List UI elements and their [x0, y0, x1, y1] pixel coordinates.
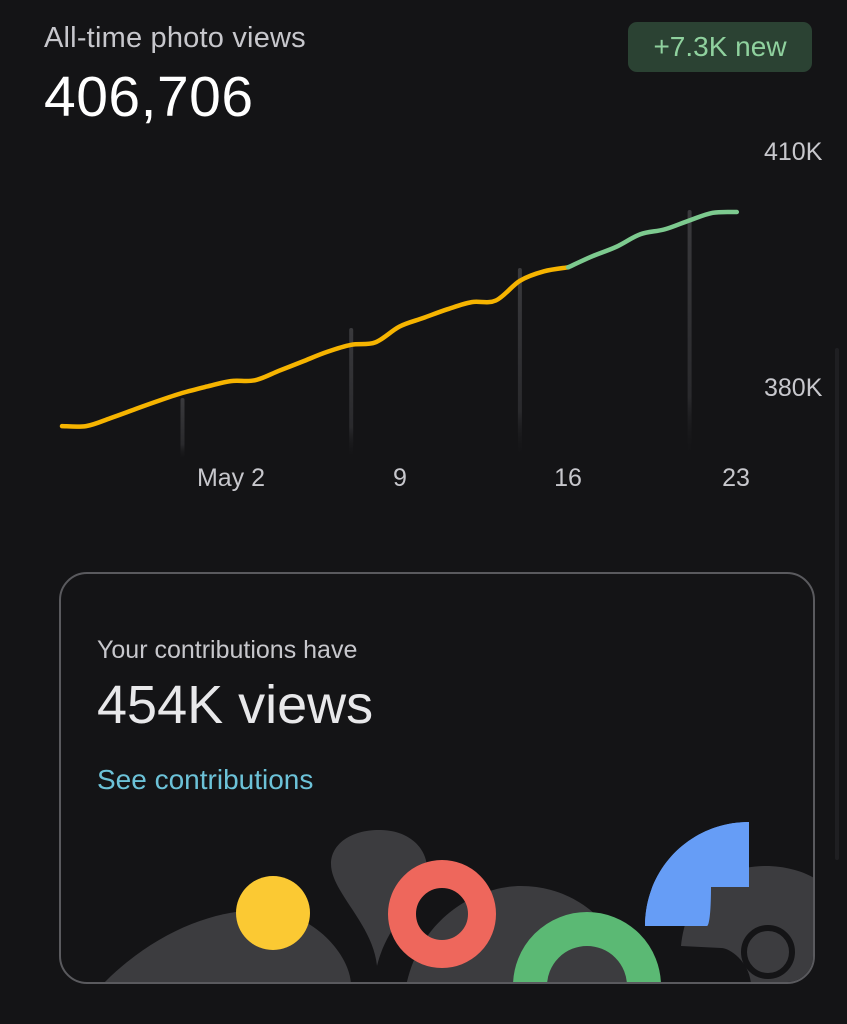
week-marker-bar — [687, 210, 692, 460]
contributions-card[interactable]: Your contributions have 454K views See c… — [59, 572, 815, 984]
y-tick-label: 380K — [764, 374, 823, 402]
views-line-past — [59, 265, 571, 429]
contributions-illustration — [105, 822, 813, 982]
week-marker-bar — [517, 268, 522, 460]
photo-views-header-label: All-time photo views — [44, 22, 306, 54]
hill-shape — [105, 910, 351, 982]
blue-quarter-shape — [645, 822, 749, 926]
green-ring-shape — [513, 912, 661, 982]
map-pin-shape — [331, 830, 427, 966]
scrollbar[interactable] — [835, 348, 839, 860]
see-contributions-link[interactable]: See contributions — [97, 764, 314, 795]
x-tick-label: 23 — [722, 464, 750, 492]
photo-views-chart: May 2 9 16 23 410K 380K — [59, 138, 823, 492]
total-photo-views: 406,706 — [44, 65, 254, 129]
week-marker-bar — [349, 328, 354, 460]
x-tick-label: May 2 — [197, 464, 265, 492]
x-tick-label: 16 — [554, 464, 582, 492]
dark-ring-shape — [741, 925, 795, 979]
dark-arc-shape — [681, 866, 813, 982]
contributions-subtitle: Your contributions have — [97, 636, 358, 664]
week-marker-bar — [180, 398, 185, 460]
contributions-views-total: 454K views — [97, 675, 374, 735]
views-line-recent — [565, 209, 740, 270]
y-tick-label: 410K — [764, 138, 823, 166]
yellow-circle-shape — [236, 876, 310, 950]
new-views-badge: +7.3K new — [628, 22, 812, 72]
red-ring-shape — [388, 860, 496, 968]
x-tick-label: 9 — [393, 464, 407, 492]
